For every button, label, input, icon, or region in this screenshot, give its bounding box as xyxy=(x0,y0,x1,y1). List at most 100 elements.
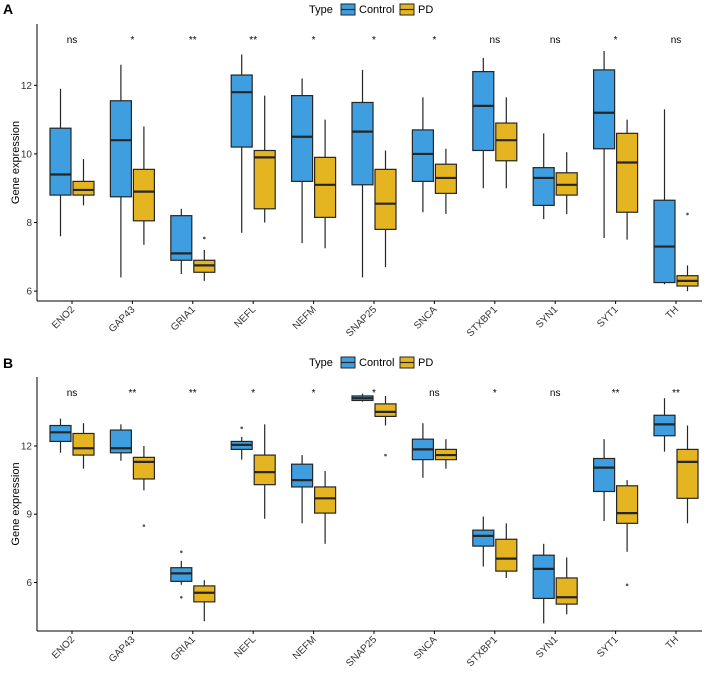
x-tick-label: STXBP1 xyxy=(465,634,500,669)
x-tick-label: ENO2 xyxy=(50,634,77,661)
x-tick-label: SYT1 xyxy=(595,634,621,660)
legend-label-pd: PD xyxy=(418,357,433,369)
x-tick-label: NEFL xyxy=(232,634,258,660)
box-iqr xyxy=(109,429,133,454)
box-iqr xyxy=(193,585,216,603)
x-tick-label: SYN1 xyxy=(534,634,561,661)
significance-label: * xyxy=(372,35,376,46)
outlier-point xyxy=(203,236,206,240)
significance-label: ns xyxy=(490,35,501,46)
box-pd-gria1 xyxy=(193,236,216,281)
box-iqr xyxy=(592,69,616,150)
box-control-syn1 xyxy=(532,543,555,624)
y-axis-label: Gene expression xyxy=(10,121,22,204)
significance-label: ns xyxy=(429,388,440,399)
y-tick-label: 6 xyxy=(26,578,32,589)
legend-title: Type xyxy=(309,4,333,16)
y-tick-label: 10 xyxy=(21,149,33,160)
significance-label: ns xyxy=(550,35,561,46)
box-pd-syt1 xyxy=(615,119,639,240)
box-control-th xyxy=(653,398,676,452)
box-pd-nefm xyxy=(314,119,337,249)
x-tick-label: TH xyxy=(664,304,681,321)
significance-label: ns xyxy=(67,388,78,399)
box-pd-snap25 xyxy=(374,395,397,457)
legend-title: Type xyxy=(309,357,333,369)
box-iqr xyxy=(314,156,337,218)
box-control-snap25 xyxy=(351,69,374,278)
x-tick-label: NEFL xyxy=(232,304,258,330)
box-pd-nefl xyxy=(253,424,276,519)
x-tick-label: GAP43 xyxy=(107,634,138,665)
box-iqr xyxy=(495,122,518,162)
box-iqr xyxy=(72,432,95,456)
outlier-point xyxy=(142,524,146,527)
legend-label-control: Control xyxy=(359,357,394,369)
y-tick-label: 9 xyxy=(26,510,32,521)
box-iqr xyxy=(532,554,555,600)
box-control-snca xyxy=(411,423,434,478)
box-control-eno2 xyxy=(49,418,72,453)
panel-label: B xyxy=(3,355,13,371)
box-pd-gria1 xyxy=(193,580,216,622)
x-tick-label: ENO2 xyxy=(50,304,77,331)
x-tick-label: SNCA xyxy=(412,634,440,662)
box-pd-stxbp1 xyxy=(495,97,518,189)
significance-label: ns xyxy=(550,388,561,399)
box-iqr xyxy=(653,414,676,437)
box-iqr xyxy=(374,168,397,230)
box-pd-nefl xyxy=(253,95,276,223)
x-tick-label: STXBP1 xyxy=(465,304,500,339)
legend-label-control: Control xyxy=(359,4,394,16)
box-iqr xyxy=(170,567,193,582)
box-iqr xyxy=(291,95,314,182)
box-pd-eno2 xyxy=(72,159,95,206)
box-iqr xyxy=(495,538,518,572)
significance-label: * xyxy=(493,388,497,399)
box-iqr xyxy=(132,456,155,480)
legend: Type Control PD xyxy=(309,3,433,16)
panel-b: B Type Control PD 6 9 12 Gene expression ENO2 ns G… xyxy=(3,355,702,669)
box-iqr xyxy=(109,100,133,198)
legend-label-pd: PD xyxy=(418,4,433,16)
box-iqr xyxy=(653,199,676,284)
x-tick-label: NEFM xyxy=(291,634,319,662)
box-iqr xyxy=(374,403,397,418)
significance-label: * xyxy=(372,388,376,399)
significance-label: * xyxy=(251,388,255,399)
y-tick-label: 12 xyxy=(21,81,33,92)
significance-label: ** xyxy=(672,388,680,399)
x-tick-label: SNAP25 xyxy=(344,634,379,669)
box-control-syt1 xyxy=(592,51,616,238)
box-pd-snap25 xyxy=(374,150,397,268)
x-tick-label: SYT1 xyxy=(595,304,621,330)
box-iqr xyxy=(230,74,253,148)
outlier-point xyxy=(625,583,629,587)
box-pd-gap43 xyxy=(132,445,155,527)
box-pd-stxbp1 xyxy=(495,523,518,578)
box-iqr xyxy=(532,167,555,206)
significance-label: ** xyxy=(129,388,137,399)
significance-label: ** xyxy=(189,35,197,46)
x-tick-label: GRIA1 xyxy=(169,304,198,333)
y-tick-label: 12 xyxy=(21,441,33,452)
box-pd-syt1 xyxy=(615,480,639,587)
box-pd-nefm xyxy=(314,471,337,544)
box-iqr xyxy=(132,168,155,222)
significance-label: ns xyxy=(671,35,682,46)
outlier-point xyxy=(686,212,689,216)
outlier-point xyxy=(384,453,387,457)
box-iqr xyxy=(615,132,639,213)
box-control-gria1 xyxy=(170,550,193,599)
x-tick-label: TH xyxy=(664,634,681,651)
box-control-snap25 xyxy=(351,393,374,402)
y-tick-label: 8 xyxy=(26,218,32,229)
box-pd-syn1 xyxy=(555,152,578,214)
box-iqr xyxy=(615,485,639,524)
box-control-gap43 xyxy=(109,64,133,278)
outlier-point xyxy=(180,550,183,554)
box-control-nefl xyxy=(230,54,253,233)
box-control-eno2 xyxy=(49,88,72,237)
box-pd-th xyxy=(676,425,699,524)
outlier-point xyxy=(240,426,243,430)
